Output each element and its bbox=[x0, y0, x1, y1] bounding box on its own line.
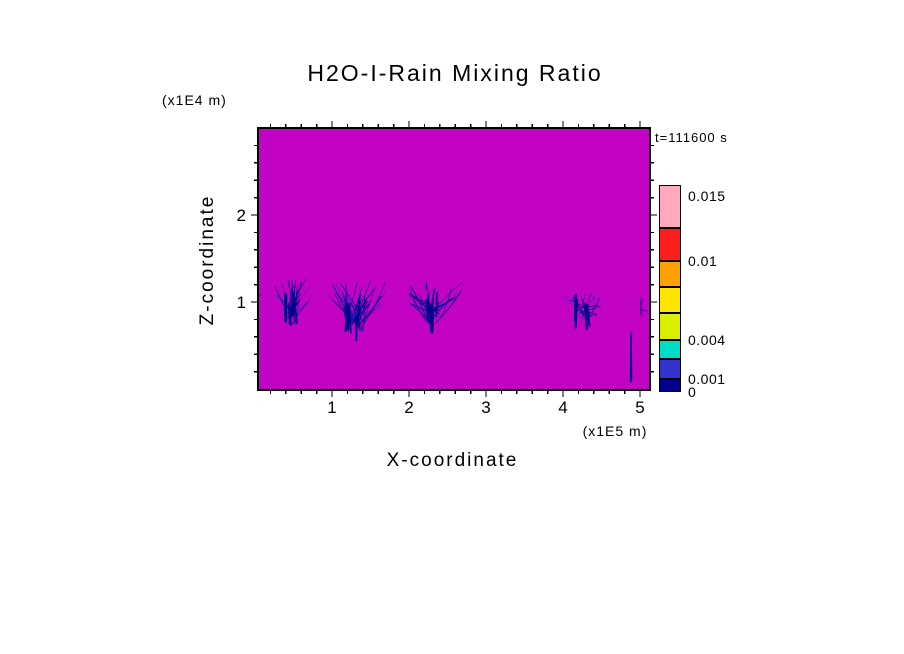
colorbar-label: 0.01 bbox=[688, 253, 718, 269]
plot-area bbox=[251, 121, 657, 397]
x-tick-label: 5 bbox=[635, 398, 645, 417]
colorbar-segment bbox=[659, 228, 681, 262]
plot-frame bbox=[257, 127, 651, 391]
rain-streaks bbox=[258, 278, 648, 383]
z-tick-label: 1 bbox=[236, 293, 246, 312]
chart-title: H2O-I-Rain Mixing Ratio bbox=[307, 60, 603, 86]
x-axis-title: X-coordinate bbox=[386, 450, 519, 471]
time-annotation: t=111600 s bbox=[655, 130, 728, 145]
z-axis-title: Z-coordinate bbox=[197, 194, 218, 326]
colorbar-label: 0.004 bbox=[688, 331, 726, 348]
colorbar-label: 0.015 bbox=[688, 187, 726, 204]
z-axis-unit-label: (x1E4 m) bbox=[162, 92, 227, 108]
colorbar-label: 0 bbox=[688, 384, 697, 400]
colorbar-labels: 0.015 0.01 0.004 0.001 0 bbox=[688, 185, 758, 401]
axis-ticks bbox=[251, 121, 657, 397]
colorbar-segment bbox=[659, 313, 681, 340]
colorbar bbox=[659, 185, 681, 392]
x-tick-label: 3 bbox=[481, 398, 491, 417]
z-tick-label: 2 bbox=[236, 206, 246, 225]
field-background bbox=[258, 128, 650, 390]
colorbar-segment bbox=[659, 261, 681, 288]
colorbar-label: 0.001 bbox=[688, 370, 726, 387]
colorbar-segment bbox=[659, 339, 681, 360]
x-tick-label: 2 bbox=[404, 398, 414, 417]
colorbar-segment bbox=[659, 287, 681, 314]
x-tick-label: 1 bbox=[327, 398, 337, 417]
colorbar-segment bbox=[659, 378, 681, 392]
x-tick-label: 4 bbox=[558, 398, 568, 417]
x-axis-unit-label: (x1E5 m) bbox=[582, 423, 648, 439]
colorbar-segment bbox=[659, 359, 681, 379]
colorbar-segment bbox=[659, 185, 681, 229]
